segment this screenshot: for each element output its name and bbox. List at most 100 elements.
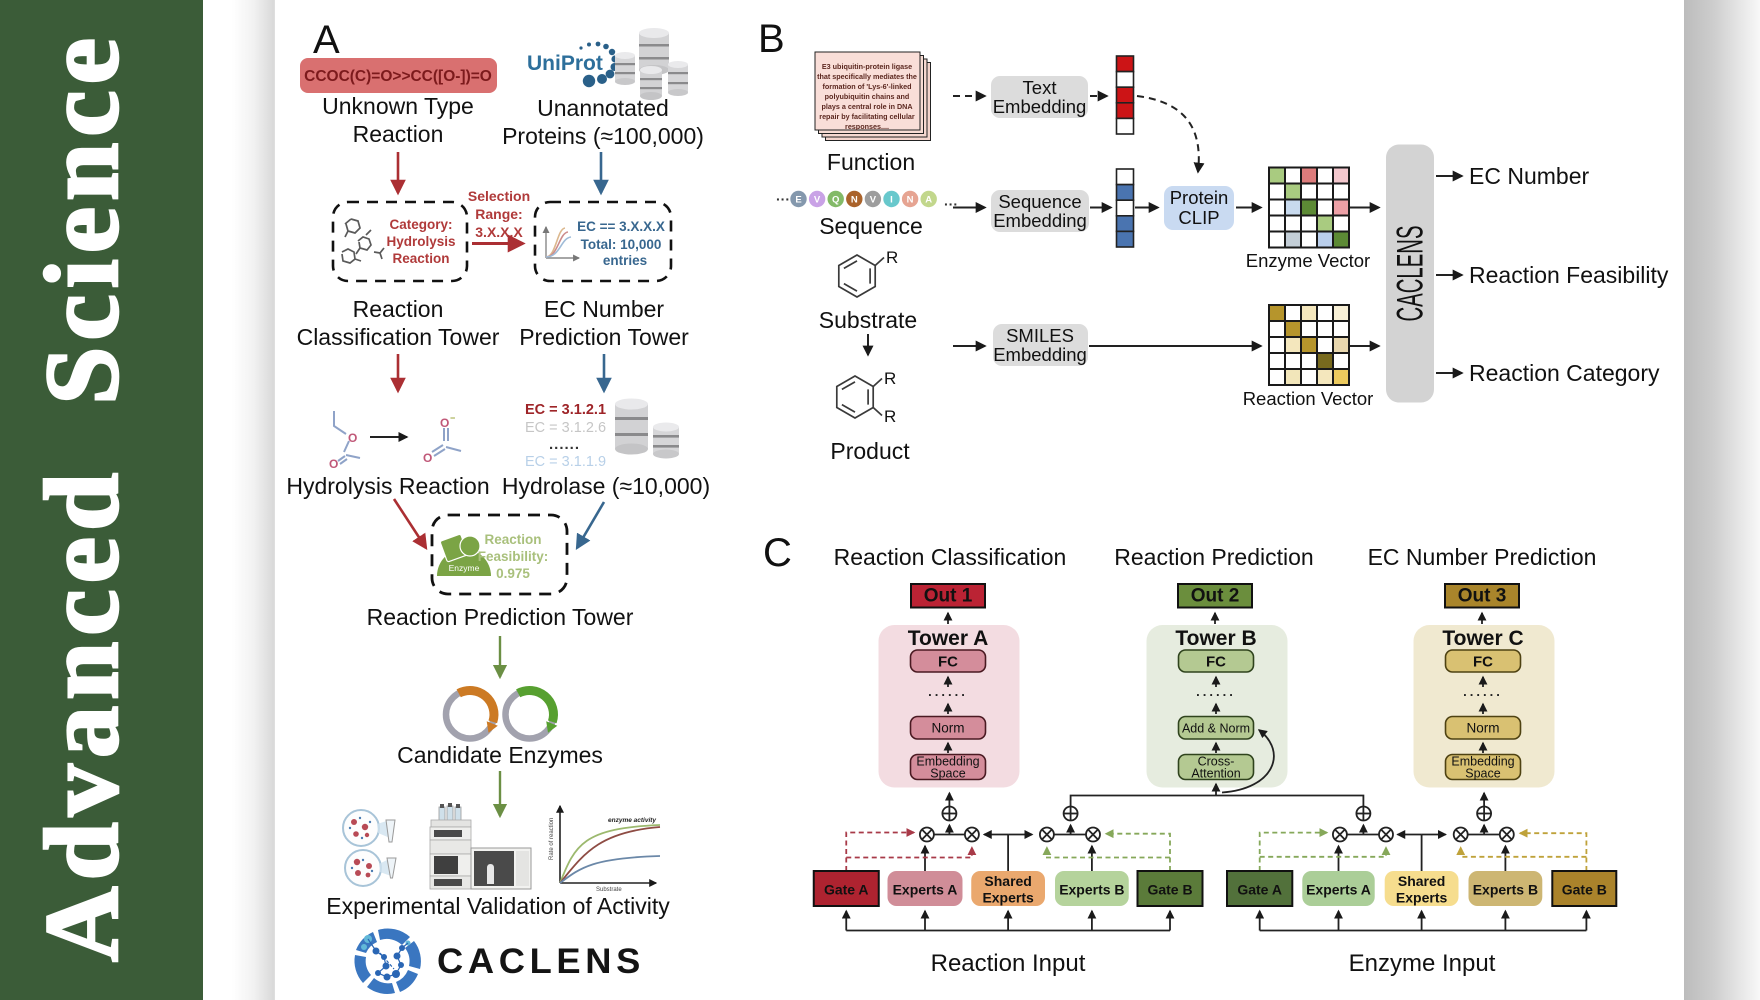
svg-text:Reaction Prediction: Reaction Prediction: [1114, 544, 1313, 570]
svg-text:Rate of reaction: Rate of reaction: [549, 818, 555, 860]
svg-text:FC: FC: [938, 654, 958, 671]
svg-text:Tower A: Tower A: [908, 627, 989, 650]
svg-text:Protein: Protein: [1170, 187, 1229, 208]
svg-text:Gate B: Gate B: [1147, 882, 1192, 898]
svg-text:Reaction: Reaction: [484, 532, 541, 547]
svg-text:Space: Space: [930, 767, 965, 781]
svg-text:Hydrolysis: Hydrolysis: [386, 234, 455, 249]
svg-text:responses....: responses....: [845, 122, 889, 131]
svg-text:V: V: [870, 195, 877, 206]
svg-text:R: R: [884, 369, 896, 388]
svg-text:Experimental Validation of Act: Experimental Validation of Activity: [326, 893, 670, 919]
svg-text:Reaction: Reaction: [353, 296, 444, 322]
svg-text:C: C: [763, 531, 792, 575]
svg-text:Experts A: Experts A: [1306, 882, 1371, 898]
svg-text:O: O: [348, 431, 357, 445]
svg-text:Gate A: Gate A: [824, 882, 869, 898]
svg-text:B: B: [758, 17, 785, 61]
svg-text:Enzyme Input: Enzyme Input: [1349, 950, 1496, 977]
svg-text:EC = 3.1.2.1: EC = 3.1.2.1: [525, 402, 606, 418]
svg-text:I: I: [890, 195, 893, 206]
svg-text:......: ......: [928, 684, 968, 699]
svg-text:EC Number Prediction: EC Number Prediction: [1368, 544, 1597, 570]
svg-text:O: O: [329, 457, 338, 471]
svg-text:Unannotated: Unannotated: [537, 95, 669, 121]
svg-text:UniProt: UniProt: [527, 52, 603, 75]
svg-text:N: N: [907, 195, 914, 206]
svg-text:Function: Function: [827, 149, 915, 175]
svg-text:Prediction Tower: Prediction Tower: [519, 324, 689, 350]
svg-text:Experts: Experts: [982, 890, 1034, 906]
svg-text:V: V: [814, 195, 821, 206]
svg-text:entries: entries: [603, 253, 647, 268]
svg-text:Hydrolase (≈10,000): Hydrolase (≈10,000): [502, 473, 710, 499]
svg-text:Q: Q: [832, 195, 839, 206]
svg-text:Text: Text: [1023, 77, 1057, 98]
svg-text:Category:: Category:: [389, 217, 452, 232]
svg-text:Space: Space: [1465, 767, 1500, 781]
svg-text:Out 1: Out 1: [924, 586, 973, 607]
svg-text:N: N: [851, 195, 858, 206]
svg-text:......: ......: [1463, 684, 1503, 699]
svg-text:Hydrolysis Reaction: Hydrolysis Reaction: [286, 473, 489, 499]
svg-text:EC = 3.1.2.6: EC = 3.1.2.6: [525, 420, 606, 436]
svg-text:plays a central role in DNA: plays a central role in DNA: [821, 102, 912, 111]
svg-text:CACLENS: CACLENS: [437, 942, 645, 981]
svg-text:CACLENS: CACLENS: [1390, 226, 1431, 322]
svg-text:···: ···: [944, 196, 958, 212]
svg-text:O: O: [423, 451, 432, 465]
svg-text:0.975: 0.975: [496, 566, 530, 581]
svg-text:Substrate: Substrate: [819, 307, 917, 333]
svg-text:R: R: [884, 407, 896, 426]
svg-text:enzyme activity: enzyme activity: [608, 817, 656, 824]
svg-text:......: ......: [549, 436, 580, 453]
svg-text:Add & Norm: Add & Norm: [1182, 722, 1250, 736]
svg-text:EC Number: EC Number: [1469, 163, 1589, 189]
svg-text:Substrate: Substrate: [596, 887, 622, 893]
svg-text:EC Number: EC Number: [544, 296, 664, 322]
svg-text:Experts: Experts: [1396, 890, 1448, 906]
svg-text:Reaction Classification: Reaction Classification: [834, 544, 1067, 570]
svg-text:EC == 3.X.X.X: EC == 3.X.X.X: [577, 219, 665, 234]
svg-text:Tower C: Tower C: [1442, 627, 1523, 650]
svg-text:Total: 10,000: Total: 10,000: [581, 237, 662, 252]
svg-text:repair by facilitating cellula: repair by facilitating cellular: [819, 112, 915, 121]
svg-text:R: R: [886, 248, 898, 267]
svg-text:Gate B: Gate B: [1562, 882, 1607, 898]
svg-text:that specifically mediates the: that specifically mediates the: [817, 72, 917, 81]
svg-text:Out 2: Out 2: [1191, 586, 1240, 607]
svg-text:Experts B: Experts B: [1059, 882, 1124, 898]
svg-text:polyubiquitin chains and: polyubiquitin chains and: [825, 92, 910, 101]
svg-text:Reaction Category: Reaction Category: [1469, 360, 1660, 386]
svg-text:Embedding: Embedding: [1451, 755, 1514, 769]
svg-text:Classification Tower: Classification Tower: [297, 324, 500, 350]
svg-text:A: A: [313, 18, 340, 62]
svg-text:Experts B: Experts B: [1473, 882, 1538, 898]
svg-text:Sequence: Sequence: [998, 191, 1081, 212]
svg-text:Norm: Norm: [1467, 721, 1500, 736]
svg-text:3.X.X.X: 3.X.X.X: [475, 224, 523, 240]
svg-text:Cross-: Cross-: [1198, 755, 1235, 769]
svg-text:Reaction Feasibility: Reaction Feasibility: [1469, 262, 1669, 288]
svg-text:EC = 3.1.1.9: EC = 3.1.1.9: [525, 454, 606, 470]
svg-text:CCOC(C)=O>>CC([O-])=O: CCOC(C)=O>>CC([O-])=O: [304, 68, 492, 85]
svg-text:Feasibility:: Feasibility:: [478, 549, 549, 564]
svg-text:FC: FC: [1206, 654, 1226, 671]
svg-text:Reaction Input: Reaction Input: [931, 950, 1086, 977]
svg-text:Shared: Shared: [1398, 873, 1445, 889]
svg-text:···: ···: [776, 191, 790, 207]
svg-text:Reaction Prediction Tower: Reaction Prediction Tower: [367, 604, 634, 630]
svg-text:Experts A: Experts A: [893, 882, 958, 898]
svg-text:CLIP: CLIP: [1178, 207, 1219, 228]
svg-text:Embedding: Embedding: [993, 96, 1087, 117]
svg-text:Enzyme Vector: Enzyme Vector: [1246, 250, 1370, 271]
svg-text:−: −: [450, 413, 455, 423]
svg-text:Unknown Type: Unknown Type: [322, 93, 474, 119]
svg-text:Embedding: Embedding: [916, 755, 979, 769]
svg-text:Embedding: Embedding: [993, 210, 1087, 231]
svg-text:FC: FC: [1473, 654, 1493, 671]
svg-text:O: O: [440, 416, 449, 430]
svg-text:Shared: Shared: [984, 873, 1031, 889]
svg-text:Norm: Norm: [932, 721, 965, 736]
svg-text:SMILES: SMILES: [1006, 325, 1074, 346]
